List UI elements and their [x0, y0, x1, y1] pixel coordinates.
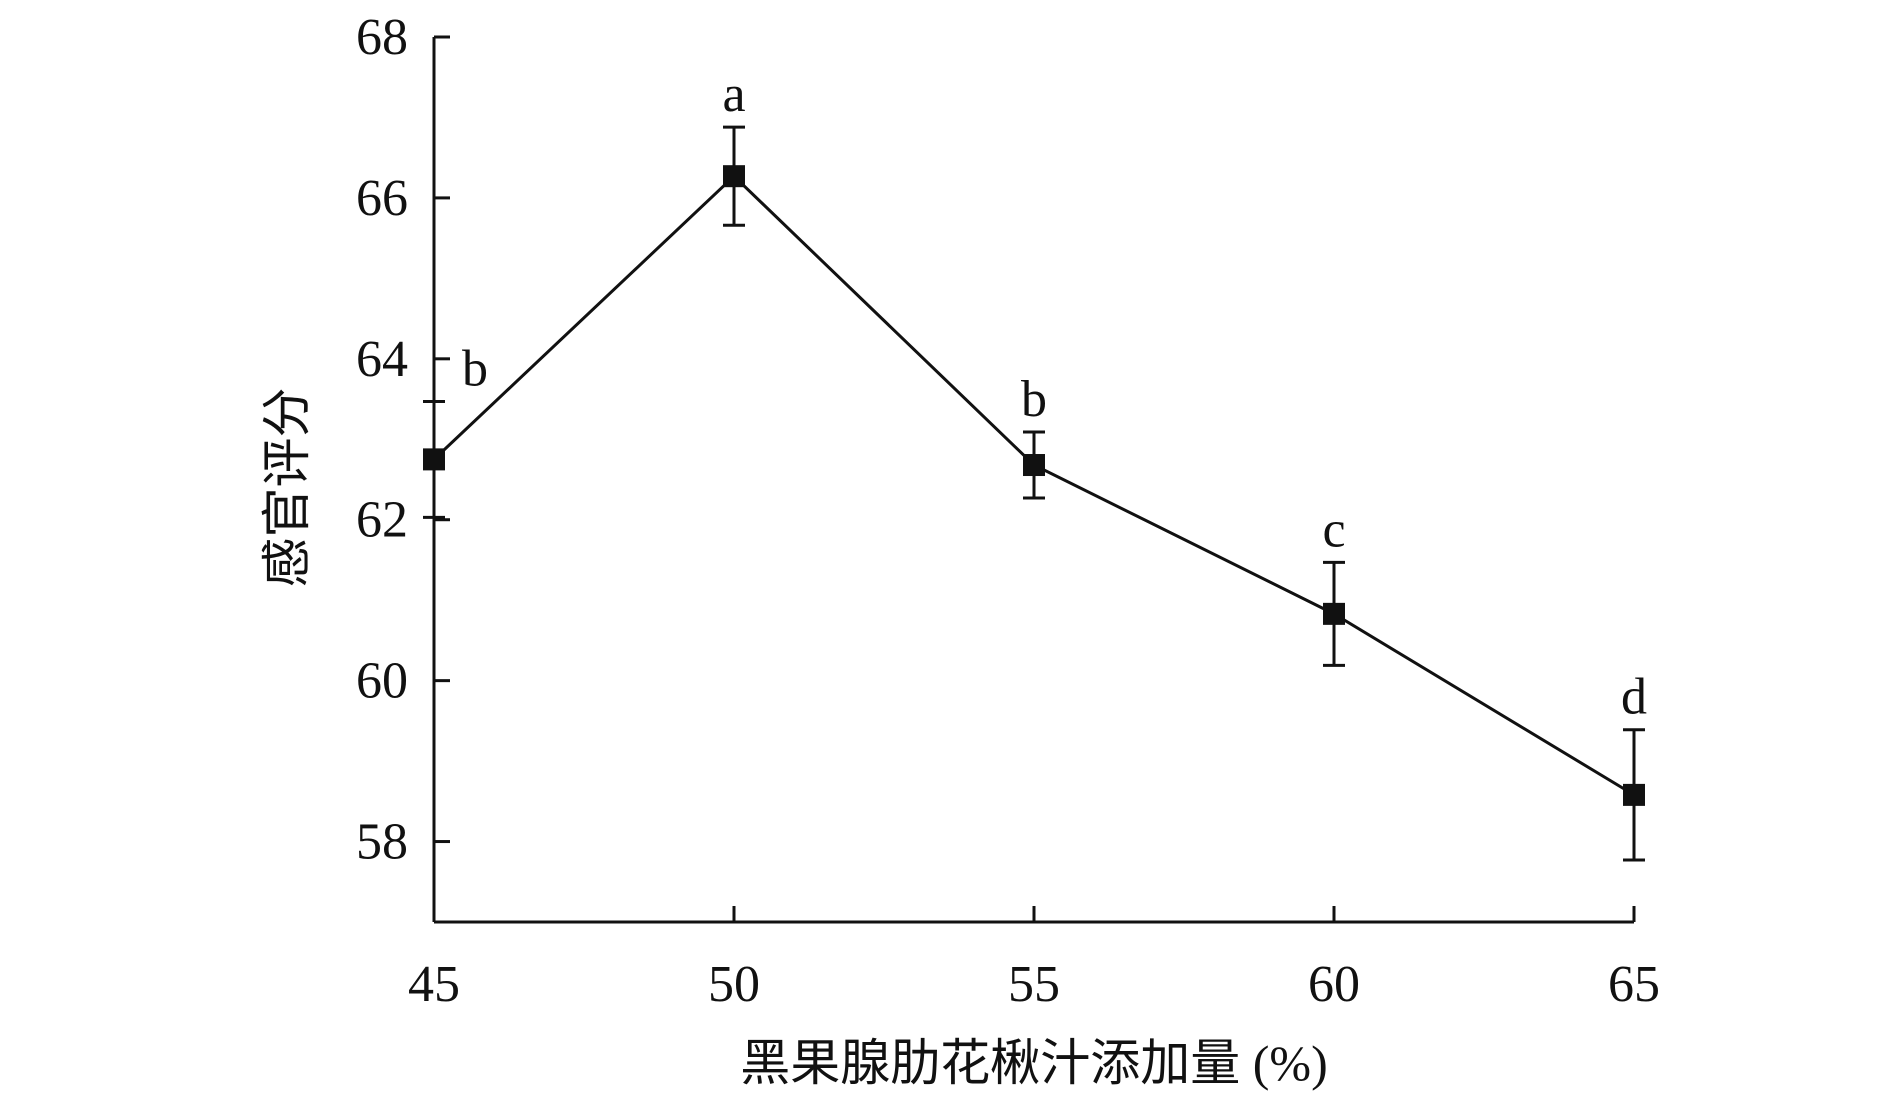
y-tick-label: 62: [356, 492, 408, 549]
y-axis-title: 感官评分: [259, 388, 315, 588]
significance-label: b: [462, 340, 488, 397]
y-tick-label: 60: [356, 653, 408, 710]
data-point: [1323, 603, 1345, 625]
data-point: [423, 448, 445, 470]
y-tick-label: 68: [356, 9, 408, 66]
significance-label: a: [722, 66, 745, 123]
x-tick-label: 60: [1308, 956, 1360, 1013]
x-tick-label: 55: [1008, 956, 1060, 1013]
data-point: [1023, 454, 1045, 476]
significance-label: d: [1621, 669, 1647, 726]
data-point: [1623, 784, 1645, 806]
significance-label: c: [1322, 501, 1345, 558]
x-axis-title: 黑果腺肋花楸汁添加量 (%): [740, 1035, 1327, 1091]
x-tick-label: 50: [708, 956, 760, 1013]
y-tick-label: 58: [356, 814, 408, 871]
y-tick-label: 66: [356, 170, 408, 227]
x-tick-label: 65: [1608, 956, 1660, 1013]
y-tick-label: 64: [356, 331, 408, 388]
data-point: [723, 165, 745, 187]
x-tick-label: 45: [408, 956, 460, 1013]
series-layer: b a b c d: [423, 66, 1647, 860]
significance-label: b: [1021, 371, 1047, 428]
y-ticks: 58 60 62 64 66 68: [356, 9, 450, 871]
